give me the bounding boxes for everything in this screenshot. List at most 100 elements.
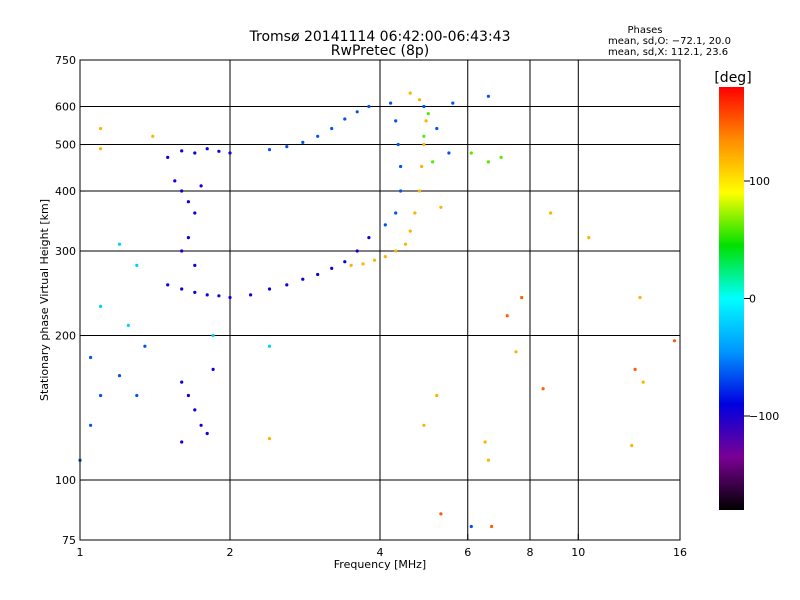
scatter-point — [469, 524, 473, 529]
y-tick-label: 500 — [55, 139, 76, 152]
y-axis-label: Stationary phase Virtual Height [km] — [38, 199, 51, 401]
scatter-point — [166, 283, 170, 287]
scatter-point — [330, 126, 334, 131]
scatter-point — [301, 140, 305, 144]
x-tick-label: 16 — [673, 546, 687, 559]
scatter-point — [355, 110, 359, 114]
scatter-point — [180, 149, 184, 153]
y-tick-label: 400 — [55, 185, 76, 198]
scatter-point — [417, 98, 422, 102]
scatter-point — [367, 236, 371, 240]
scatter-point — [217, 149, 221, 153]
scatter-point — [135, 393, 139, 398]
scatter-point — [193, 408, 197, 412]
legend-line-o: mean, sd,O: −72.1, 20.0 — [608, 36, 731, 47]
colorbar-label: [deg] — [714, 70, 751, 86]
scatter-point — [490, 524, 494, 529]
y-tick-label: 600 — [55, 101, 76, 114]
scatter-point — [422, 104, 426, 109]
scatter-point — [285, 283, 289, 287]
scatter-point — [439, 512, 443, 516]
scatter-point — [166, 155, 170, 159]
y-tick-label: 100 — [55, 474, 76, 487]
scatter-point — [193, 263, 197, 267]
x-tick-label: 2 — [227, 546, 234, 559]
x-axis-label: Frequency [MHz] — [334, 558, 426, 571]
scatter-point — [301, 277, 305, 281]
scatter-point — [316, 134, 320, 138]
grid-lines — [80, 60, 680, 540]
scatter-point — [186, 200, 190, 204]
scatter-point — [193, 151, 197, 155]
colorbar-ticks: 100 0 −100 — [744, 175, 779, 423]
scatter-point — [420, 164, 424, 169]
chart-title: Tromsø 20141114 06:42:00-06:43:43 — [249, 29, 511, 45]
scatter-point — [514, 350, 518, 354]
scatter-point — [422, 142, 426, 147]
scatter-point — [193, 290, 197, 294]
scatter-point — [343, 117, 347, 121]
scatter-point — [417, 189, 422, 193]
scatter-point — [349, 263, 353, 267]
scatter-point — [408, 91, 412, 95]
scatter-point — [343, 260, 347, 264]
scatter-point — [633, 367, 637, 371]
scatter-point — [217, 294, 221, 298]
scatter-point — [99, 304, 103, 308]
scatter-point — [205, 147, 209, 151]
scatter-point — [403, 242, 408, 246]
scatter-point — [180, 440, 184, 444]
scatter-point — [394, 119, 398, 123]
scatter-point — [205, 431, 209, 436]
scatter-point — [486, 160, 490, 164]
y-tick-label: 300 — [55, 245, 76, 258]
scatter-point — [447, 151, 451, 155]
scatter-point — [151, 134, 155, 138]
scatter-point — [199, 423, 203, 427]
scatter-point — [394, 211, 398, 215]
scatter-point — [672, 339, 677, 343]
scatter-point — [117, 374, 122, 378]
scatter-point — [372, 258, 377, 262]
scatter-point — [383, 223, 387, 227]
scatter-point — [316, 272, 320, 277]
scatter-point — [249, 293, 253, 297]
scatter-point — [267, 344, 272, 348]
colorbar — [719, 87, 744, 510]
scatter-point — [267, 437, 272, 441]
colorbar-tick-label: 100 — [749, 175, 770, 188]
scatter-point — [180, 287, 184, 291]
scatter-point — [180, 189, 184, 193]
scatter-point — [135, 263, 139, 267]
scatter-point — [541, 387, 545, 391]
scatter-point — [205, 293, 209, 297]
x-tick-label: 8 — [527, 546, 534, 559]
scatter-point — [383, 255, 387, 259]
scatter-point — [641, 380, 645, 384]
scatter-point — [186, 393, 190, 398]
scatter-point — [367, 104, 371, 109]
scatter-point — [431, 160, 435, 164]
colorbar-tick-label: −100 — [749, 410, 779, 423]
scatter-point — [630, 443, 634, 448]
scatter-point — [424, 119, 428, 123]
scatter-point — [89, 423, 93, 427]
scatter-point — [587, 236, 591, 240]
scatter-point — [408, 229, 412, 233]
scatter-point — [426, 112, 430, 116]
scatter-point — [486, 458, 490, 462]
scatter-point — [399, 164, 403, 169]
scatter-point — [435, 126, 439, 131]
scatter-point — [99, 126, 103, 131]
scatter-point — [469, 151, 473, 155]
y-tick-label: 75 — [62, 534, 76, 547]
scatter-point — [638, 295, 642, 300]
scatter-point — [99, 147, 103, 151]
legend-heading: Phases — [627, 25, 662, 36]
scatter-point — [330, 266, 334, 270]
x-tick-label: 1 — [77, 546, 84, 559]
x-tick-label: 6 — [464, 546, 471, 559]
x-tick-label: 10 — [571, 546, 585, 559]
axis-ticks: 1 2 4 6 8 10 16 75 100 200 300 400 500 600 750 — [55, 54, 687, 559]
